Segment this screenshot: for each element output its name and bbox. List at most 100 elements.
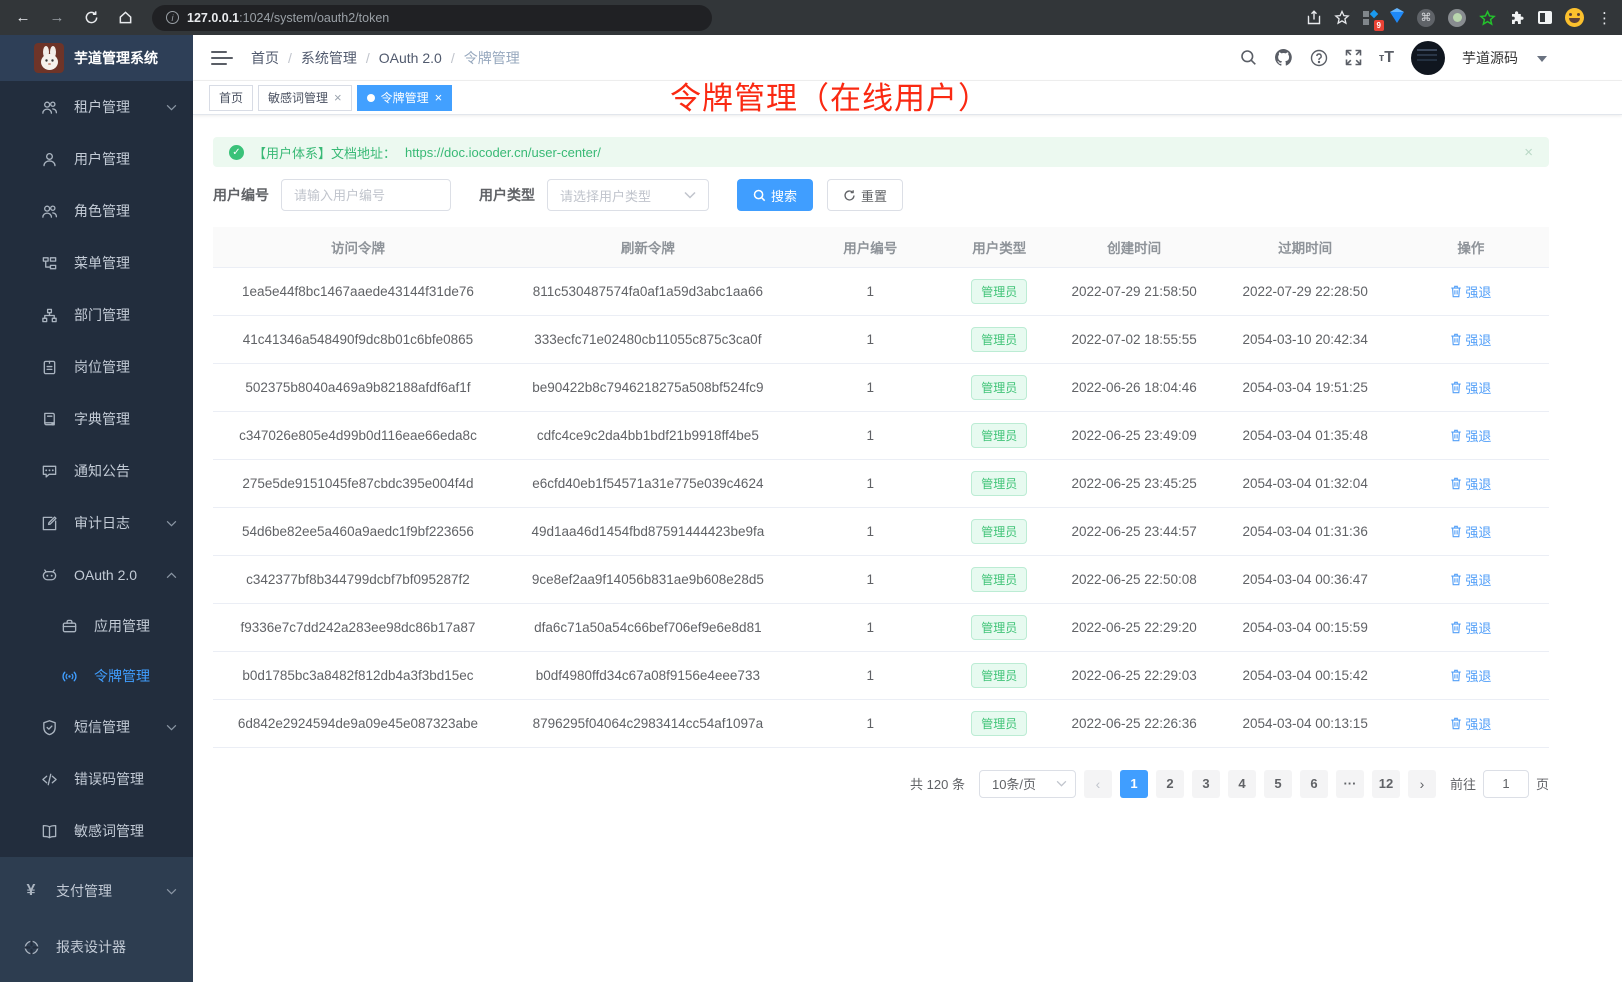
- reload-button[interactable]: [78, 5, 104, 31]
- force-logout-button[interactable]: 强退: [1450, 618, 1491, 637]
- github-button[interactable]: [1274, 48, 1293, 67]
- reload-icon: [85, 11, 97, 24]
- help-button[interactable]: [1310, 49, 1328, 67]
- avatar[interactable]: [1411, 40, 1445, 75]
- browser-menu-button[interactable]: ⋮: [1597, 9, 1612, 27]
- profile-button[interactable]: [1565, 8, 1584, 27]
- sidebar-item-租户管理[interactable]: 租户管理: [0, 81, 193, 133]
- address-bar[interactable]: i 127.0.0.1:1024/system/oauth2/token: [152, 4, 712, 31]
- share-button[interactable]: [1307, 10, 1321, 25]
- extensions-button[interactable]: [1509, 10, 1525, 26]
- prev-page-button[interactable]: ‹: [1083, 769, 1112, 798]
- close-icon[interactable]: ×: [434, 90, 443, 105]
- command-extension-button[interactable]: ⌘: [1417, 8, 1435, 27]
- close-icon[interactable]: ×: [334, 90, 342, 105]
- sidebar-item-菜单管理[interactable]: 菜单管理: [0, 237, 193, 289]
- topbar: 首页 / 系统管理 / OAuth 2.0/ 令牌管理: [193, 35, 1622, 81]
- gem-extension-button[interactable]: [1390, 8, 1404, 23]
- sidebar-item-错误码管理[interactable]: 错误码管理: [0, 753, 193, 805]
- expire-time-cell: 2054-03-04 00:15:42: [1217, 651, 1393, 700]
- goto-page-input[interactable]: [1482, 769, 1529, 798]
- page-button-3[interactable]: 3: [1191, 769, 1220, 798]
- sidebar-item-字典管理[interactable]: 字典管理: [0, 393, 193, 445]
- sidebar-item-支付管理[interactable]: ¥ 支付管理: [0, 863, 193, 919]
- breadcrumb-item[interactable]: 系统管理: [300, 49, 357, 66]
- site-info-icon[interactable]: i: [166, 11, 179, 24]
- share-icon: [1307, 10, 1321, 25]
- sidebar-item-令牌管理[interactable]: 令牌管理: [0, 651, 193, 701]
- browser-toolbar: ← → i 127.0.0.1:1024/system/oauth2/token…: [0, 0, 1622, 35]
- next-page-button[interactable]: ›: [1407, 769, 1436, 798]
- sidebar-item-OAuth 2.0[interactable]: OAuth 2.0: [0, 549, 193, 601]
- table-row: b0d1785bc3a8482f812db4a3f3bd15ec b0df4980…: [213, 651, 1549, 700]
- sidebar-item-审计日志[interactable]: 审计日志: [0, 497, 193, 549]
- command-icon: ⌘: [1417, 8, 1435, 27]
- table-row: c347026e805e4d99b0d116eae66eda8c cdfc4ce9…: [213, 411, 1549, 460]
- trash-icon: [1451, 669, 1462, 681]
- reset-button[interactable]: 重置: [827, 179, 904, 211]
- doc-link[interactable]: https://doc.iocoder.cn/user-center/: [405, 144, 601, 160]
- force-logout-button[interactable]: 强退: [1450, 474, 1491, 493]
- page-button-4[interactable]: 4: [1227, 769, 1256, 798]
- user-type-cell: 管理员: [947, 555, 1051, 604]
- star-extension-button[interactable]: [1479, 9, 1496, 26]
- search-button[interactable]: [1240, 49, 1257, 66]
- alert-close-icon[interactable]: ×: [1524, 143, 1533, 161]
- sidebar-item-报表设计器[interactable]: 报表设计器: [0, 919, 193, 975]
- extension-dashboard-button[interactable]: 9: [1363, 9, 1384, 31]
- tab-token-active[interactable]: 令牌管理 ×: [356, 84, 453, 111]
- forward-button[interactable]: →: [49, 9, 65, 26]
- tab-layout-button[interactable]: [1538, 11, 1552, 24]
- page-size-select[interactable]: 10条/页: [978, 769, 1076, 798]
- caret-down-icon[interactable]: [1537, 56, 1547, 62]
- bookmark-button[interactable]: [1334, 10, 1350, 25]
- sidebar-item-敏感词管理[interactable]: 敏感词管理: [0, 805, 193, 857]
- tag-bar: 首页 敏感词管理 × 令牌管理 ×: [193, 81, 1622, 115]
- user-name[interactable]: 芋道源码: [1462, 49, 1518, 66]
- sidebar-item-用户管理[interactable]: 用户管理: [0, 133, 193, 185]
- sidebar-collapse-button[interactable]: [211, 50, 233, 65]
- force-logout-button[interactable]: 强退: [1450, 426, 1491, 445]
- page-button-6[interactable]: 6: [1299, 769, 1328, 798]
- user-type-label: 用户类型: [479, 187, 535, 203]
- shield-icon: [40, 719, 58, 736]
- force-logout-button[interactable]: 强退: [1450, 378, 1491, 397]
- question-icon: [1310, 49, 1328, 66]
- page-button-1[interactable]: 1: [1119, 769, 1148, 798]
- recorder-extension-button[interactable]: [1448, 8, 1466, 27]
- force-logout-button[interactable]: 强退: [1450, 522, 1491, 541]
- sidebar-item-部门管理[interactable]: 部门管理: [0, 289, 193, 341]
- page-button-5[interactable]: 5: [1263, 769, 1292, 798]
- access-token-cell: c342377bf8b344799dcbf7bf095287f2: [213, 555, 503, 604]
- breadcrumb-item[interactable]: OAuth 2.0: [378, 49, 442, 66]
- fullscreen-button[interactable]: [1345, 49, 1362, 66]
- user-id-input[interactable]: [294, 187, 438, 203]
- home-button[interactable]: [112, 5, 138, 31]
- create-time-cell: 2022-06-25 22:50:08: [1050, 555, 1218, 604]
- force-logout-button[interactable]: 强退: [1450, 570, 1491, 589]
- force-logout-button[interactable]: 强退: [1450, 330, 1491, 349]
- page-button-2[interactable]: 2: [1155, 769, 1184, 798]
- sidebar-item-角色管理[interactable]: 角色管理: [0, 185, 193, 237]
- sidebar-item-应用管理[interactable]: 应用管理: [0, 601, 193, 651]
- sidebar-item-通知公告[interactable]: 通知公告: [0, 445, 193, 497]
- breadcrumb-item[interactable]: 首页: [251, 49, 279, 66]
- tab-home[interactable]: 首页: [209, 84, 254, 111]
- user-type-select[interactable]: 请选择用户类型: [547, 179, 709, 211]
- force-logout-button[interactable]: 强退: [1450, 282, 1491, 301]
- alert-text: 【用户体系】文档地址：: [253, 145, 397, 161]
- sidebar-item-岗位管理[interactable]: 岗位管理: [0, 341, 193, 393]
- expire-time-cell: 2022-07-29 22:28:50: [1217, 267, 1393, 316]
- page-button-12[interactable]: 12: [1371, 769, 1400, 798]
- trash-icon: [1451, 381, 1462, 393]
- access-token-cell: 54d6be82ee5a460a9aedc1f9bf223656: [213, 507, 503, 556]
- sidebar-item-短信管理[interactable]: 短信管理: [0, 701, 193, 753]
- force-logout-button[interactable]: 强退: [1450, 666, 1491, 685]
- tab-sensitive-words[interactable]: 敏感词管理 ×: [258, 84, 352, 111]
- more-pages-button[interactable]: ···: [1335, 769, 1364, 798]
- force-logout-button[interactable]: 强退: [1450, 714, 1491, 733]
- app-logo[interactable]: 芋道管理系统: [0, 35, 193, 81]
- back-button[interactable]: ←: [15, 9, 31, 26]
- search-button[interactable]: 搜索: [737, 179, 814, 211]
